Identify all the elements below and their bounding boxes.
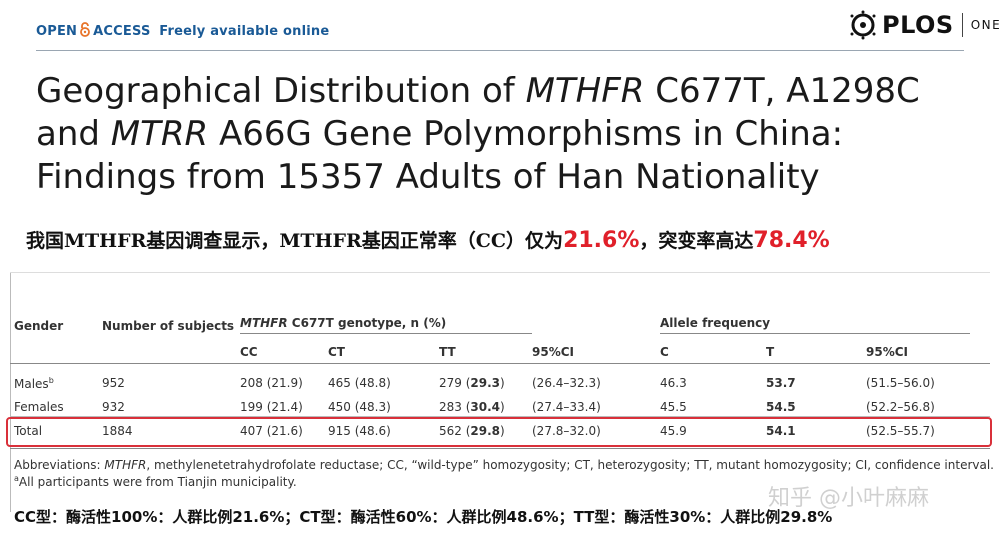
cell-ci2: (52.2–56.8) [866, 400, 935, 414]
cell-ci2: (51.5–56.0) [866, 376, 935, 390]
cell-n: 932 [102, 400, 125, 414]
cc-rate-highlight: 21.6% [563, 228, 640, 253]
footnote-participants-text: All participants were from Tianjin munic… [18, 475, 297, 489]
cell-t: 54.1 [766, 424, 796, 438]
tt-count: 283 ( [439, 400, 471, 414]
subheader-t: T [766, 345, 775, 359]
table-left-border [10, 272, 11, 512]
cell-ct: 450 (48.3) [328, 400, 391, 414]
cell-cc: 199 (21.4) [240, 400, 303, 414]
subheader-tt: TT [439, 345, 456, 359]
plos-wordmark: PLOS [882, 11, 954, 39]
open-access-label: OPEN ACCESS Freely available online [36, 22, 329, 41]
logo-divider [961, 13, 963, 37]
chinese-annotation: 我国MTHFR基因调查显示，MTHFR基因正常率（CC）仅为21.6%，突变率高… [26, 226, 830, 253]
cell-ct: 915 (48.6) [328, 424, 391, 438]
footnote-marker: a [14, 474, 19, 483]
tt-count: 279 ( [439, 376, 471, 390]
table-footnote-participants: aAll participants were from Tianjin muni… [14, 474, 297, 489]
cell-gender: Malesb [14, 376, 54, 391]
footnote-gene: MTHFR [104, 458, 147, 472]
header-genotype-gene: MTHFR [240, 316, 288, 330]
subheader-ct: CT [328, 345, 345, 359]
plos-logo-icon [850, 10, 876, 40]
open-access-word-open: OPEN [36, 24, 78, 39]
cell-ci1: (26.4–32.3) [532, 376, 601, 390]
tt-percent: 29.3 [470, 376, 501, 390]
title-gene-mthfr: MTHFR [525, 71, 645, 111]
cell-gender: Females [14, 400, 64, 414]
cell-tt: 283 (30.4) [439, 400, 505, 414]
header-genotype-rest: C677T genotype, n (%) [287, 316, 447, 330]
cell-ci1: (27.4–33.4) [532, 400, 601, 414]
cell-ct: 465 (48.8) [328, 376, 391, 390]
genotype-table: Gender Number of subjects MTHFR C677T ge… [0, 262, 1000, 534]
cell-tt: 562 (29.8) [439, 424, 505, 438]
total-row-highlight [6, 417, 992, 447]
footnote-rest: , methylenetetrahydrofolate reductase; C… [146, 458, 994, 472]
title-part-2: C677T, A1298C and [36, 71, 920, 154]
mutation-rate-highlight: 78.4% [753, 228, 830, 253]
tt-close: ) [500, 376, 505, 390]
footnote-prefix: Abbreviations: [14, 458, 105, 472]
cell-ci2: (52.5–55.7) [866, 424, 935, 438]
cell-tt: 279 (29.3) [439, 376, 505, 390]
tt-percent: 30.4 [470, 400, 501, 414]
subheader-ci2: 95%CI [866, 345, 908, 359]
tt-close: ) [500, 424, 505, 438]
table-top-rule [10, 272, 990, 273]
genotype-span-rule [240, 333, 532, 334]
zhihu-watermark: 知乎 @小叶麻麻 [768, 486, 929, 511]
subheader-cc: CC [240, 345, 258, 359]
freely-available-text: Freely available online [159, 24, 330, 39]
cell-c: 45.5 [660, 400, 687, 414]
annotation-text: 我国MTHFR基因调查显示，MTHFR基因正常率（CC）仅为 [26, 230, 564, 252]
tt-percent: 29.8 [470, 424, 501, 438]
header-allele: Allele frequency [660, 316, 771, 330]
cell-cc: 208 (21.9) [240, 376, 303, 390]
header-gender: Gender [14, 319, 64, 333]
cell-t: 54.5 [766, 400, 796, 414]
header-subjects: Number of subjects [102, 319, 235, 333]
title-gene-mtrr: MTRR [110, 114, 209, 154]
allele-span-rule [660, 333, 970, 334]
subheader-c: C [660, 345, 669, 359]
cell-c: 46.3 [660, 376, 687, 390]
tt-close: ) [500, 400, 505, 414]
footnote-marker: b [48, 376, 54, 385]
row-rule [10, 416, 990, 417]
cell-c: 45.9 [660, 424, 687, 438]
cell-cc: 407 (21.6) [240, 424, 303, 438]
header-genotype: MTHFR C677T genotype, n (%) [240, 316, 446, 330]
open-lock-icon [79, 22, 91, 41]
header-rule [36, 50, 964, 51]
title-part-1: Geographical Distribution of [36, 71, 526, 111]
bottom-summary: CC型：酶活性100%：人群比例21.6%；CT型：酶活性60%：人群比例48.… [14, 508, 833, 526]
cell-gender: Total [14, 424, 43, 438]
annotation-mid: ，突变率高达 [639, 230, 754, 252]
tt-count: 562 ( [439, 424, 471, 438]
open-access-word-access: ACCESS [93, 24, 151, 39]
journal-header: OPEN ACCESS Freely available online PLOS … [0, 0, 1000, 50]
plos-one-logo: PLOS ONE [848, 10, 1000, 40]
table-footnote-abbreviations: Abbreviations: MTHFR, methylenetetrahydr… [14, 458, 994, 472]
cell-ci1: (27.8–32.0) [532, 424, 601, 438]
one-wordmark: ONE [970, 18, 1000, 32]
subheader-ci1: 95%CI [532, 345, 574, 359]
header-rule-bottom [10, 363, 990, 364]
title-part-3: A66G Gene Polymorphisms in China: Findin… [36, 114, 844, 197]
article-title: Geographical Distribution of MTHFR C677T… [36, 70, 976, 199]
table-bottom-rule [10, 448, 990, 449]
gender-label: Males [14, 377, 49, 391]
cell-t: 53.7 [766, 376, 796, 390]
cell-n: 952 [102, 376, 125, 390]
cell-n: 1884 [102, 424, 133, 438]
